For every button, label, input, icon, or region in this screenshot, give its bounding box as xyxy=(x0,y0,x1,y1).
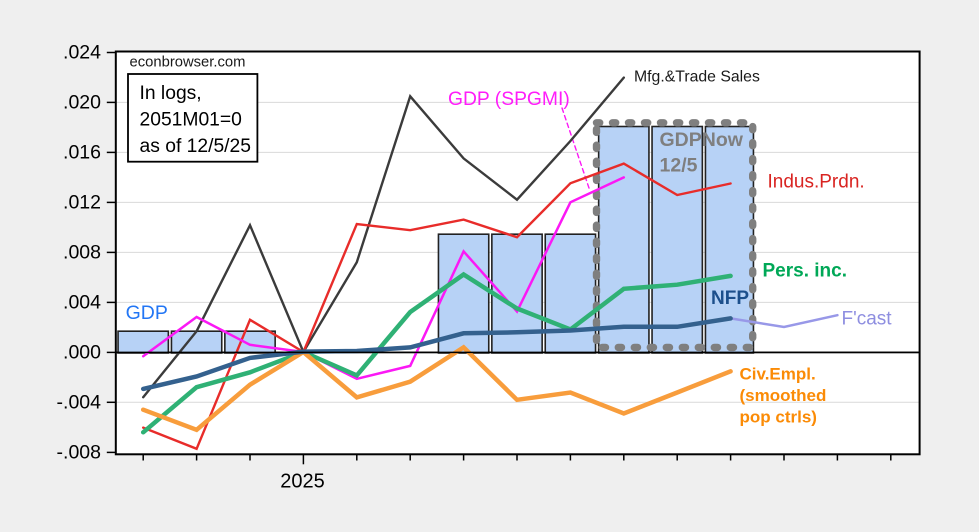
svg-text:12/5: 12/5 xyxy=(660,155,698,177)
svg-text:econbrowser.com: econbrowser.com xyxy=(130,54,246,70)
svg-text:NFP: NFP xyxy=(711,288,749,309)
svg-text:.000: .000 xyxy=(63,342,101,364)
svg-text:.004: .004 xyxy=(63,292,101,314)
svg-text:.012: .012 xyxy=(63,192,101,214)
svg-text:Pers. inc.: Pers. inc. xyxy=(763,260,848,281)
svg-text:.016: .016 xyxy=(63,142,101,164)
svg-text:GDP: GDP xyxy=(126,302,168,324)
svg-text:as of 12/5/25: as of 12/5/25 xyxy=(140,136,252,157)
svg-text:In logs,: In logs, xyxy=(140,83,202,104)
svg-text:GDPNow: GDPNow xyxy=(660,129,744,151)
svg-text:.008: .008 xyxy=(63,242,101,264)
svg-text:-.004: -.004 xyxy=(57,392,102,414)
svg-text:pop ctrls): pop ctrls) xyxy=(740,407,817,426)
svg-text:-.008: -.008 xyxy=(57,442,101,464)
svg-text:Mfg.&Trade Sales: Mfg.&Trade Sales xyxy=(634,69,760,86)
svg-text:(smoothed: (smoothed xyxy=(740,386,827,405)
svg-text:2051M01=0: 2051M01=0 xyxy=(140,110,242,131)
svg-text:F'cast: F'cast xyxy=(842,308,893,329)
svg-text:Civ.Empl.: Civ.Empl. xyxy=(740,365,816,384)
svg-text:Indus.Prdn.: Indus.Prdn. xyxy=(768,172,865,193)
svg-text:.024: .024 xyxy=(63,42,101,64)
svg-text:2025: 2025 xyxy=(280,471,325,493)
svg-text:GDP (SPGMI): GDP (SPGMI) xyxy=(448,89,570,110)
svg-text:.020: .020 xyxy=(63,92,101,114)
